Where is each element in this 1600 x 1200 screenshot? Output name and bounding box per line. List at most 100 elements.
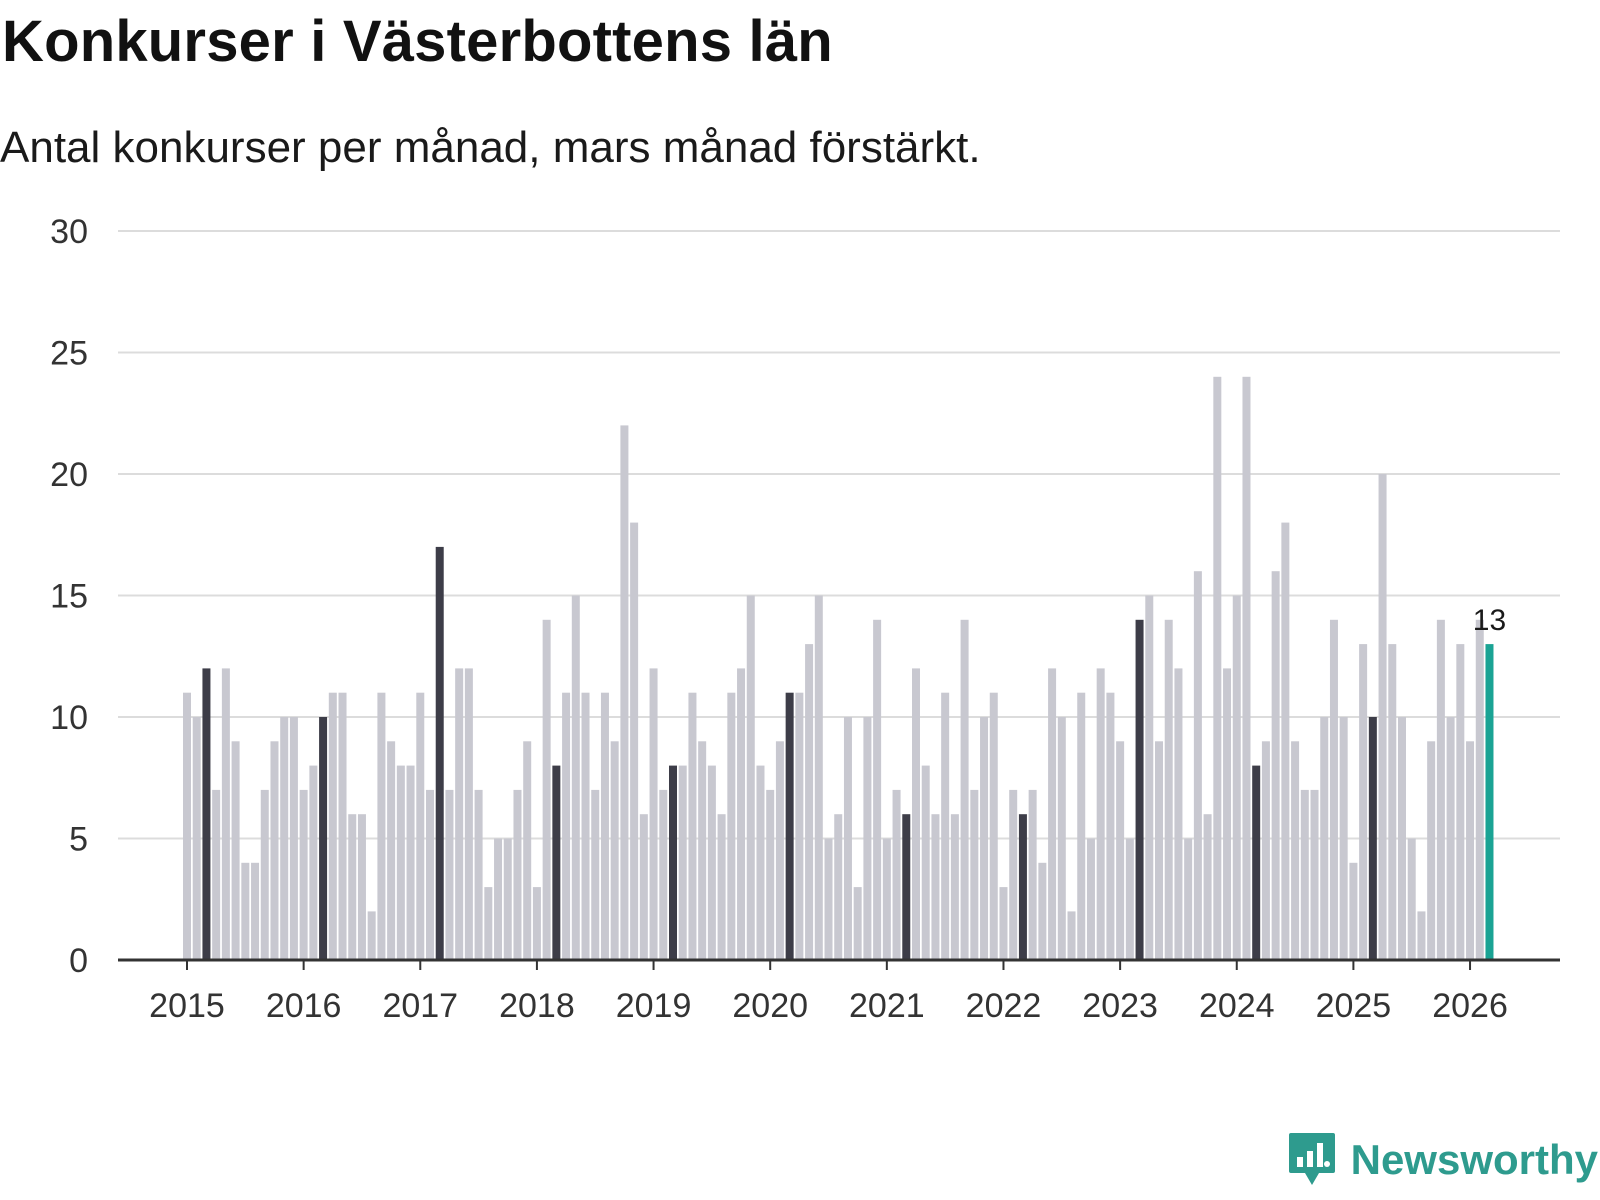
bar [1145,595,1154,960]
bar [571,595,580,960]
bar [280,717,289,960]
bar [1193,571,1202,960]
x-tick-label: 2015 [149,987,225,1025]
bar-march [319,717,328,960]
bar [1164,619,1173,960]
bar [212,789,221,960]
bar [795,692,804,960]
bar [1242,376,1251,960]
bar [1407,838,1416,960]
bar [338,692,347,960]
bar [406,765,415,960]
bar-march [435,546,444,960]
latest-value-label: 13 [1473,604,1506,637]
bar [1378,474,1387,960]
bar [688,692,697,960]
x-tick-label: 2019 [616,987,692,1025]
bar [1300,789,1309,960]
bar [1427,741,1436,960]
x-axis-ticks: 2015 2016 2017 2018 2019 2020 2021 2022 2023 2024… [149,960,1508,1025]
newsworthy-brand[interactable]: Newsworthy [1287,1128,1598,1192]
bar [892,789,901,960]
bar [231,741,240,960]
bar [678,765,687,960]
bar [1038,862,1047,960]
bar [1009,789,1018,960]
x-tick-label: 2022 [966,987,1042,1025]
bar [562,692,571,960]
bar [581,692,590,960]
bar [1028,789,1037,960]
bar [698,741,707,960]
bar [289,717,298,960]
bar-march [902,814,911,960]
x-tick-label: 2026 [1432,987,1508,1025]
bar [387,741,396,960]
bar [1096,668,1105,960]
bar [873,619,882,960]
bar [630,522,639,960]
data-labels: 13 [1473,604,1506,637]
bar-latest [1485,644,1494,960]
bar [1436,619,1445,960]
bar [1446,717,1455,960]
newsworthy-logo-icon [1288,1133,1335,1185]
y-tick-label: 0 [69,942,88,980]
bar [931,814,940,960]
bar [610,741,619,960]
bar [328,692,337,960]
bar [1057,717,1066,960]
y-axis-ticks: 0 5 10 15 20 25 30 [50,213,88,980]
bar [639,814,648,960]
bar [484,887,493,960]
bar [1271,571,1280,960]
bar [348,814,357,960]
bar [474,789,483,960]
bar [299,789,308,960]
bar [503,838,512,960]
bar [542,619,551,960]
bar [396,765,405,960]
bar [1359,644,1368,960]
bar-march [202,668,211,960]
bar [221,668,230,960]
bar [756,765,765,960]
bar [843,717,852,960]
bar [805,644,814,960]
bar [455,668,464,960]
bar [1475,619,1484,960]
bar [1466,741,1475,960]
x-tick-label: 2016 [266,987,342,1025]
bar [746,595,755,960]
bar [960,619,969,960]
y-tick-label: 30 [50,213,88,251]
bar [1349,862,1358,960]
bar [1203,814,1212,960]
bar [192,717,201,960]
bar [814,595,823,960]
bar [251,862,260,960]
bar [912,668,920,960]
bar [1184,838,1193,960]
y-tick-label: 15 [50,578,88,616]
bar [659,789,668,960]
bar [737,668,746,960]
bar [970,789,979,960]
y-tick-label: 5 [69,821,88,859]
bar [1398,717,1406,960]
bar [1310,789,1319,960]
bar [620,425,629,960]
bar [1067,911,1076,960]
bar [464,668,473,960]
x-tick-label: 2020 [732,987,808,1025]
bar [766,789,775,960]
bar [1281,522,1290,960]
bar [377,692,386,960]
bar [260,789,269,960]
bar [1388,644,1397,960]
bar [367,911,376,960]
bar [426,789,434,960]
bar [357,814,366,960]
bar [834,814,843,960]
x-tick-label: 2023 [1082,987,1158,1025]
